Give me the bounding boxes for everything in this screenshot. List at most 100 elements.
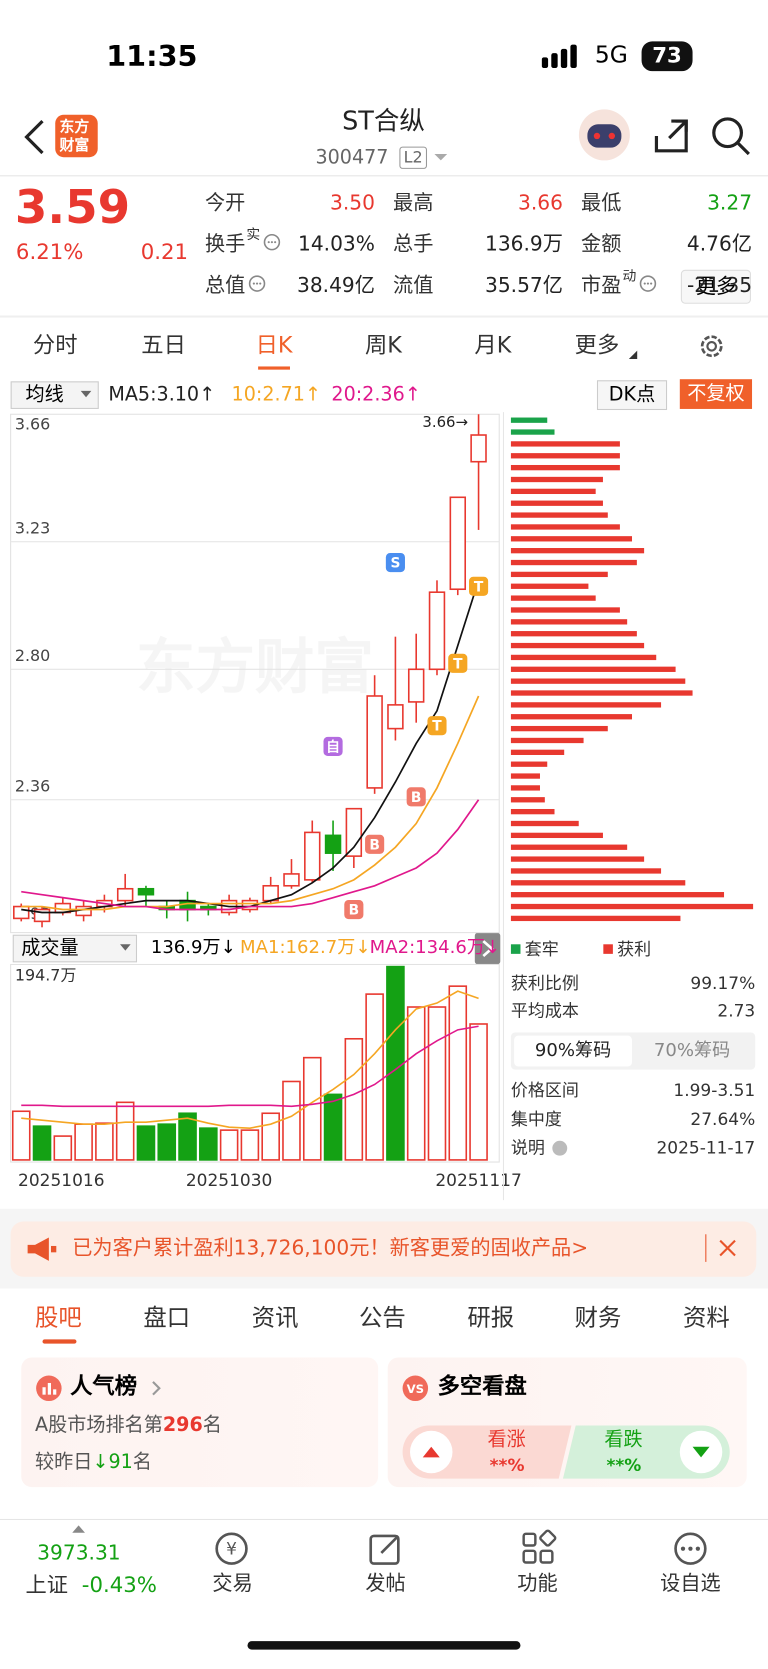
volume-bar bbox=[323, 1093, 343, 1161]
expand-button[interactable] bbox=[474, 932, 501, 965]
chip-bar bbox=[510, 500, 603, 506]
section-tab[interactable]: 财务 bbox=[574, 1305, 622, 1332]
volume-bar bbox=[199, 1127, 218, 1161]
chip-bar bbox=[510, 441, 620, 447]
section-tab[interactable]: 资讯 bbox=[251, 1305, 299, 1332]
more-caret bbox=[628, 350, 638, 360]
chip-mode[interactable]: 70%筹码 bbox=[653, 1039, 731, 1062]
status-battery: 73 bbox=[652, 42, 682, 68]
stock-name: ST合纵 bbox=[342, 106, 425, 136]
chip-bar bbox=[510, 868, 662, 874]
chip-bar bbox=[510, 536, 633, 542]
dk-button[interactable]: DK点 bbox=[596, 380, 668, 411]
volume-bar bbox=[32, 1125, 52, 1161]
nav-item[interactable]: 发帖 bbox=[365, 1572, 406, 1596]
volume-bar bbox=[53, 1135, 73, 1161]
period-tab[interactable]: 分时 bbox=[32, 332, 78, 358]
index-change[interactable]: -0.43% bbox=[81, 1572, 157, 1598]
field-label: 总值 bbox=[205, 274, 246, 298]
bear-value: **% bbox=[606, 1455, 642, 1476]
volume-bar bbox=[261, 1112, 280, 1161]
info-icon[interactable] bbox=[247, 274, 266, 293]
banner-text[interactable]: 已为客户累计盈利13,726,100元！新客更爱的固收产品> bbox=[72, 1236, 589, 1260]
volume-bar bbox=[344, 1037, 364, 1161]
dropdown-icon[interactable] bbox=[80, 390, 92, 398]
volume-bar bbox=[74, 1123, 93, 1161]
candle-body bbox=[283, 873, 300, 887]
robot-icon[interactable] bbox=[577, 108, 634, 161]
indicator-select[interactable] bbox=[10, 381, 99, 409]
nav-item[interactable]: 功能 bbox=[517, 1572, 558, 1596]
search-button[interactable] bbox=[710, 115, 752, 157]
chip-bar bbox=[510, 476, 603, 483]
volume-bar bbox=[115, 1101, 135, 1161]
index-value[interactable]: 3973.31 bbox=[37, 1541, 121, 1565]
divider bbox=[0, 175, 768, 177]
dropdown-icon[interactable] bbox=[120, 943, 131, 951]
nav-item[interactable]: 交易 bbox=[212, 1572, 253, 1596]
field-value: -21.35 bbox=[686, 274, 753, 298]
index-name[interactable]: 上证 bbox=[25, 1572, 68, 1598]
period-tab[interactable]: 更多 bbox=[574, 332, 620, 358]
chip-bar bbox=[510, 619, 628, 625]
period-tab[interactable]: 日K bbox=[255, 332, 293, 358]
field-label: 流值 bbox=[393, 274, 434, 298]
info-icon[interactable] bbox=[638, 274, 657, 293]
candle-body bbox=[33, 908, 51, 923]
banner[interactable] bbox=[10, 1221, 757, 1277]
chip-bar bbox=[510, 749, 565, 755]
settings-button[interactable] bbox=[697, 331, 727, 361]
chip-bar bbox=[510, 808, 555, 815]
share-button[interactable] bbox=[650, 115, 692, 157]
change: 0.21 bbox=[140, 238, 189, 265]
signal-marker bbox=[365, 834, 385, 854]
more-button[interactable]: 更多 bbox=[680, 269, 751, 304]
section-tab[interactable]: 研报 bbox=[467, 1305, 515, 1332]
change-suffix: 名 bbox=[132, 1450, 152, 1474]
chip-bar bbox=[510, 453, 620, 459]
signal-label: T bbox=[474, 579, 484, 595]
period-tab[interactable]: 周K bbox=[364, 332, 402, 358]
field-label: 换手 bbox=[205, 232, 246, 256]
back-button[interactable] bbox=[21, 119, 46, 155]
period-tab[interactable]: 月K bbox=[474, 332, 512, 358]
chip-bar bbox=[510, 666, 676, 672]
info-icon[interactable] bbox=[262, 233, 281, 252]
indicator-name: 均线 bbox=[25, 383, 64, 406]
section-tab[interactable]: 股吧 bbox=[35, 1305, 82, 1332]
period-tab[interactable]: 五日 bbox=[141, 332, 186, 358]
section-tab[interactable]: 盘口 bbox=[143, 1305, 191, 1332]
chip-bar bbox=[510, 761, 548, 767]
chip-bar bbox=[510, 714, 633, 720]
volume-legend-item: MA1:162.7万↓ bbox=[240, 936, 371, 959]
chip-mode[interactable]: 90%筹码 bbox=[534, 1039, 612, 1062]
nav-item[interactable]: 设自选 bbox=[660, 1572, 721, 1596]
indicator-select[interactable] bbox=[12, 934, 138, 963]
candle-body bbox=[407, 668, 425, 703]
adjust-button[interactable]: 不复权 bbox=[679, 379, 753, 409]
field-label: 最低 bbox=[581, 191, 622, 215]
battery bbox=[641, 41, 693, 72]
chip-bar bbox=[510, 417, 548, 423]
trade-icon: ¥ bbox=[215, 1532, 248, 1565]
level-badge[interactable]: L2 bbox=[399, 146, 427, 169]
chip-bar bbox=[510, 690, 693, 696]
banner-separator bbox=[705, 1234, 707, 1262]
chip-bar bbox=[510, 773, 540, 779]
ma-line bbox=[21, 695, 480, 911]
x-tick-label: 20251117 bbox=[435, 1171, 521, 1191]
chip-bar bbox=[510, 832, 603, 839]
chip-bar bbox=[510, 903, 754, 910]
stat-label: 平均成本 bbox=[510, 1000, 579, 1021]
popularity-card[interactable] bbox=[21, 1357, 379, 1488]
x-tick-label: 20251016 bbox=[18, 1171, 104, 1191]
kline-chart: 东方财富3.663.232.802.361.933.66→自BBSBTTT202… bbox=[10, 412, 754, 1201]
dropdown-icon[interactable] bbox=[433, 152, 448, 163]
y-tick-label: 194.7万 bbox=[15, 966, 77, 985]
section-tab[interactable]: 资料 bbox=[682, 1305, 730, 1332]
bear-label: 看跌 bbox=[604, 1428, 643, 1451]
chip-bar bbox=[510, 915, 681, 922]
close-button[interactable] bbox=[718, 1239, 737, 1258]
section-tab[interactable]: 公告 bbox=[359, 1305, 406, 1332]
